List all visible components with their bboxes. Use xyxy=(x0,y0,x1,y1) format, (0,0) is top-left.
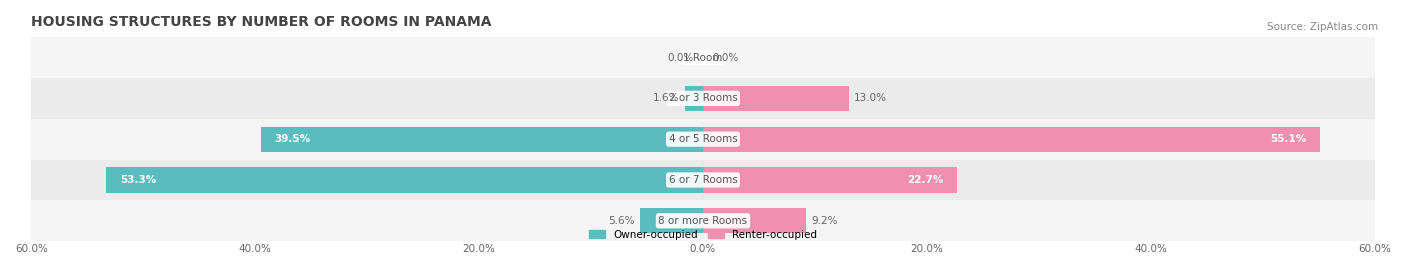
Bar xyxy=(31,37,1375,78)
Text: 9.2%: 9.2% xyxy=(811,216,838,226)
Text: 2 or 3 Rooms: 2 or 3 Rooms xyxy=(669,93,737,103)
Text: 5.6%: 5.6% xyxy=(609,216,634,226)
Text: 0.0%: 0.0% xyxy=(668,52,695,62)
Text: Source: ZipAtlas.com: Source: ZipAtlas.com xyxy=(1267,22,1378,31)
Bar xyxy=(640,208,703,233)
Bar xyxy=(31,78,1375,119)
Text: 1 Room: 1 Room xyxy=(683,52,723,62)
Bar xyxy=(703,126,1320,152)
Bar xyxy=(262,126,703,152)
Text: 13.0%: 13.0% xyxy=(853,93,887,103)
Bar xyxy=(31,160,1375,200)
Bar xyxy=(703,167,957,193)
Text: 8 or more Rooms: 8 or more Rooms xyxy=(658,216,748,226)
Bar xyxy=(31,119,1375,160)
Bar xyxy=(107,167,703,193)
Text: HOUSING STRUCTURES BY NUMBER OF ROOMS IN PANAMA: HOUSING STRUCTURES BY NUMBER OF ROOMS IN… xyxy=(31,15,492,29)
Text: 1.6%: 1.6% xyxy=(652,93,679,103)
Text: 6 or 7 Rooms: 6 or 7 Rooms xyxy=(669,175,737,185)
Text: 0.0%: 0.0% xyxy=(711,52,738,62)
Text: 55.1%: 55.1% xyxy=(1270,134,1306,144)
Bar xyxy=(685,86,703,111)
Text: 4 or 5 Rooms: 4 or 5 Rooms xyxy=(669,134,737,144)
Text: 22.7%: 22.7% xyxy=(907,175,943,185)
Bar xyxy=(31,200,1375,241)
Text: 39.5%: 39.5% xyxy=(274,134,311,144)
Bar xyxy=(703,86,848,111)
Bar xyxy=(703,208,806,233)
Text: 53.3%: 53.3% xyxy=(120,175,156,185)
Legend: Owner-occupied, Renter-occupied: Owner-occupied, Renter-occupied xyxy=(589,230,817,240)
